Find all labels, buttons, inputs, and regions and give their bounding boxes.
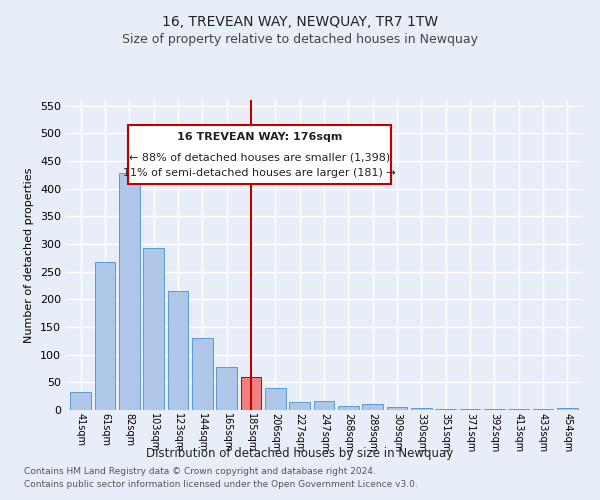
Bar [192,338,212,410]
Bar [436,409,456,410]
Bar [362,404,383,410]
Bar [386,407,407,410]
Bar [216,367,237,410]
Bar [289,402,310,410]
Bar [119,173,140,410]
Text: 11% of semi-detached houses are larger (181) →: 11% of semi-detached houses are larger (… [123,168,396,178]
Bar [338,406,359,410]
Text: Contains public sector information licensed under the Open Government Licence v3: Contains public sector information licen… [24,480,418,489]
Bar [460,409,481,410]
Bar [167,291,188,410]
Bar [70,392,91,410]
Bar [265,388,286,410]
Text: Distribution of detached houses by size in Newquay: Distribution of detached houses by size … [146,448,454,460]
Text: 16 TREVEAN WAY: 176sqm: 16 TREVEAN WAY: 176sqm [177,132,342,141]
Bar [143,248,164,410]
FancyBboxPatch shape [128,125,391,184]
Text: Contains HM Land Registry data © Crown copyright and database right 2024.: Contains HM Land Registry data © Crown c… [24,467,376,476]
Bar [241,377,262,410]
Bar [557,408,578,410]
Bar [314,400,334,410]
Bar [95,262,115,410]
Bar [411,408,432,410]
Text: 16, TREVEAN WAY, NEWQUAY, TR7 1TW: 16, TREVEAN WAY, NEWQUAY, TR7 1TW [162,15,438,29]
Text: ← 88% of detached houses are smaller (1,398): ← 88% of detached houses are smaller (1,… [129,152,390,162]
Y-axis label: Number of detached properties: Number of detached properties [25,168,34,342]
Text: Size of property relative to detached houses in Newquay: Size of property relative to detached ho… [122,32,478,46]
